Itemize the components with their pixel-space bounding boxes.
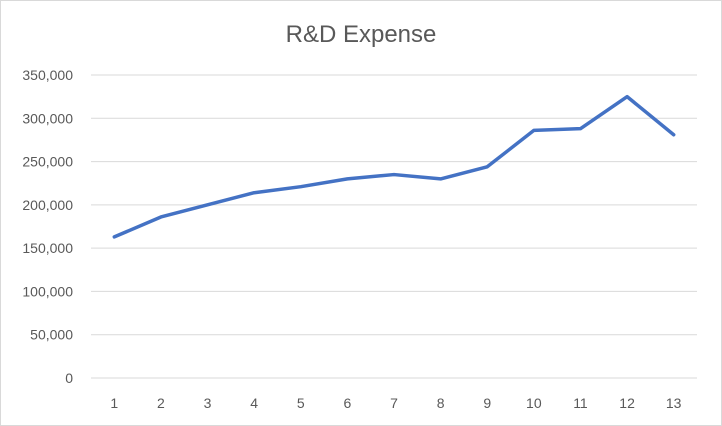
- x-tick-label: 3: [204, 395, 212, 411]
- y-tick-label: 250,000: [22, 154, 73, 170]
- x-tick-label: 6: [343, 395, 351, 411]
- x-axis-ticks: 1 2 3 4 5 6 7 8 9 10 11 12 13: [110, 395, 681, 411]
- series-layer: [112, 94, 676, 239]
- y-tick-label: 150,000: [22, 240, 73, 256]
- y-tick-label: 200,000: [22, 197, 73, 213]
- chart-title: R&D Expense: [286, 21, 437, 48]
- x-tick-label: 13: [666, 395, 682, 411]
- x-tick-label: 1: [110, 395, 118, 411]
- y-tick-label: 0: [65, 370, 73, 386]
- x-tick-label: 8: [437, 395, 445, 411]
- x-tick-label: 9: [483, 395, 491, 411]
- y-tick-label: 50,000: [30, 327, 73, 343]
- x-tick-label: 7: [390, 395, 398, 411]
- y-tick-label: 100,000: [22, 283, 73, 299]
- x-tick-label: 11: [573, 395, 588, 411]
- x-tick-label: 2: [157, 395, 165, 411]
- gridlines: [91, 74, 697, 379]
- x-tick-label: 10: [526, 395, 542, 411]
- y-tick-label: 350,000: [22, 67, 73, 83]
- x-tick-label: 5: [297, 395, 305, 411]
- y-tick-label: 300,000: [22, 110, 73, 126]
- series-line: [112, 94, 676, 239]
- y-axis-ticks: 0 50,000 100,000 150,000 200,000 250,000 300,0…: [22, 67, 73, 386]
- x-tick-label: 4: [250, 395, 258, 411]
- x-tick-label: 12: [619, 395, 635, 411]
